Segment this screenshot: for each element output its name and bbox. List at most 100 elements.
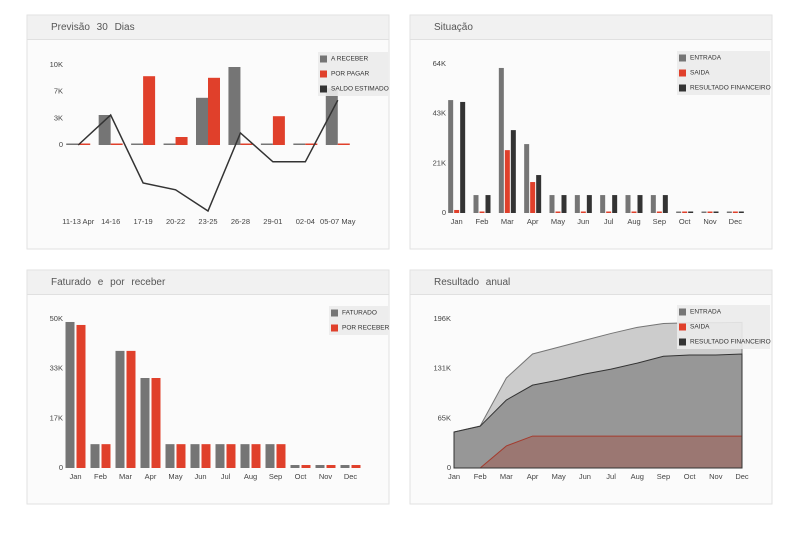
legend-label: SAIDA	[690, 70, 710, 77]
legend-swatch	[320, 85, 327, 93]
bar	[485, 195, 491, 213]
y-tick-label: 21K	[433, 158, 446, 167]
x-tick-label: Oct	[684, 472, 697, 481]
x-tick-label: Jan	[451, 217, 463, 226]
bar	[65, 321, 75, 468]
x-tick-label: 14-16	[101, 217, 120, 226]
legend-swatch	[679, 323, 686, 331]
x-tick-label: Apr	[527, 472, 539, 481]
y-tick-label: 33K	[50, 364, 63, 373]
bar	[561, 195, 567, 213]
x-tick-label: May	[551, 217, 565, 226]
y-tick-label: 10K	[50, 60, 63, 69]
bar	[448, 100, 454, 213]
x-tick-label: Nov	[709, 472, 723, 481]
bar	[637, 195, 643, 213]
x-tick-label: Aug	[627, 217, 640, 226]
legend-label: A RECEBER	[331, 56, 369, 63]
y-tick-label: 0	[447, 463, 451, 472]
y-tick-label: 43K	[433, 109, 446, 118]
bar	[143, 76, 156, 145]
bar	[76, 324, 86, 468]
x-tick-label: Sep	[653, 217, 666, 226]
bar	[707, 211, 713, 213]
bar	[305, 143, 318, 145]
bar	[101, 444, 111, 468]
panel-header	[410, 270, 772, 295]
panel-title: Previsão 30 Dias	[51, 22, 135, 33]
y-tick-label: 64K	[433, 59, 446, 68]
x-tick-label: Jul	[221, 472, 231, 481]
x-tick-label: Dec	[344, 472, 358, 481]
bar	[600, 195, 606, 213]
x-tick-label: 23-25	[198, 217, 217, 226]
x-tick-label: 11-13 Apr	[62, 217, 94, 226]
bar	[190, 444, 200, 468]
bar	[90, 444, 100, 468]
bar	[165, 444, 175, 468]
x-tick-label: Sep	[657, 472, 670, 481]
x-tick-label: Nov	[703, 217, 717, 226]
legend-swatch	[679, 308, 686, 316]
bar	[555, 211, 561, 213]
bar	[612, 195, 618, 213]
x-tick-label: Apr	[527, 217, 539, 226]
x-tick-label: Aug	[244, 472, 257, 481]
x-tick-label: Dec	[735, 472, 749, 481]
bar	[240, 444, 250, 468]
x-tick-label: Oct	[679, 217, 692, 226]
panel-title: Resultado anual	[434, 277, 510, 288]
x-tick-label: Nov	[319, 472, 333, 481]
bar	[265, 444, 275, 468]
y-tick-label: 65K	[438, 413, 451, 422]
bar	[536, 175, 542, 213]
bar	[650, 195, 656, 213]
bar	[504, 150, 510, 213]
bar	[226, 444, 236, 468]
line	[77, 99, 339, 213]
bar	[454, 209, 460, 213]
legend-bg	[318, 52, 388, 96]
x-tick-label: Aug	[631, 472, 644, 481]
legend-bg	[677, 51, 770, 95]
bar	[131, 143, 144, 145]
bar	[215, 444, 225, 468]
x-tick-label: Jun	[577, 217, 589, 226]
bar	[586, 195, 592, 213]
bar	[580, 211, 586, 213]
area	[453, 353, 743, 469]
legend-label: ENTRADA	[690, 309, 722, 316]
bar	[175, 137, 188, 145]
x-tick-label: Sep	[269, 472, 282, 481]
x-tick-label: Jul	[606, 472, 616, 481]
bar	[176, 444, 186, 468]
bar	[606, 211, 612, 213]
x-tick-label: Jun	[194, 472, 206, 481]
x-tick-label: Jun	[579, 472, 591, 481]
x-tick-label: Jul	[604, 217, 614, 226]
bar	[479, 211, 485, 213]
legend-swatch	[679, 338, 686, 346]
bar	[326, 465, 336, 468]
x-tick-label: Apr	[145, 472, 157, 481]
x-tick-label: Mar	[119, 472, 132, 481]
legend-swatch	[331, 309, 338, 317]
bar	[676, 211, 682, 213]
legend-label: ENTRADA	[690, 55, 722, 62]
bar	[163, 143, 176, 145]
x-tick-label: 05-07 May	[320, 217, 356, 226]
legend-bg	[329, 306, 388, 335]
x-tick-label: Jan	[69, 472, 81, 481]
bar	[351, 465, 361, 468]
bar	[738, 211, 744, 213]
bar	[276, 444, 286, 468]
x-tick-label: Jan	[448, 472, 460, 481]
bar	[549, 195, 555, 213]
y-tick-label: 17K	[50, 413, 63, 422]
x-tick-label: May	[552, 472, 566, 481]
legend-label: FATURADO	[342, 310, 377, 317]
bar	[251, 444, 261, 468]
legend-swatch	[679, 54, 686, 62]
bar	[625, 195, 631, 213]
x-tick-label: 26-28	[231, 217, 250, 226]
